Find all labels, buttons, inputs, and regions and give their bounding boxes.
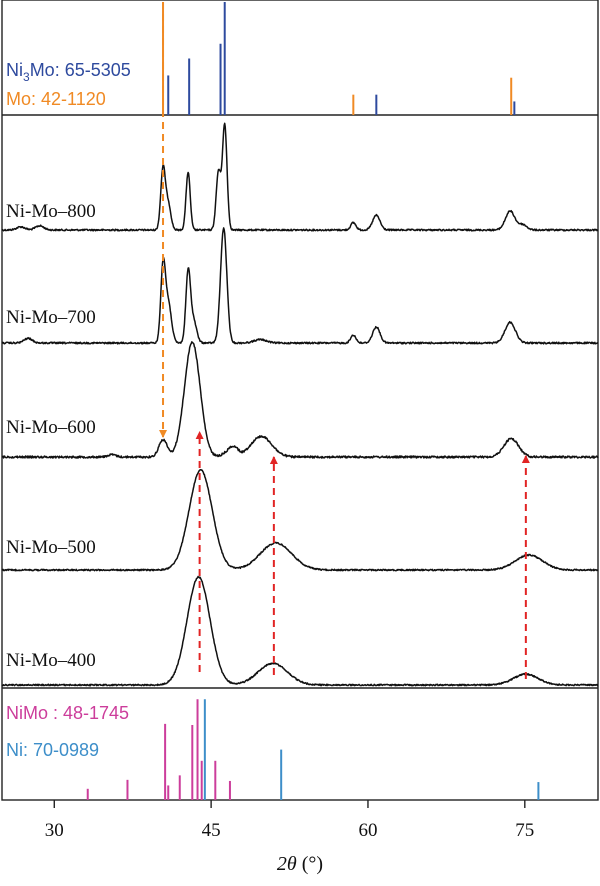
series-label-400: Ni-Mo–400 (6, 650, 96, 671)
ref-label-ni: Ni: 70-0989 (6, 740, 99, 760)
ref-label-ni3mo-sub: 3 (23, 70, 30, 84)
x-axis-title-unit: (°) (302, 853, 323, 875)
x-tick-label-30: 30 (45, 820, 64, 841)
series-line-4 (1, 575, 599, 687)
ref-label-nimo: NiMo : 48-1745 (6, 703, 129, 723)
series-line-0 (1, 122, 599, 232)
series-label-500: Ni-Mo–500 (6, 537, 96, 558)
plot-frame (1, 0, 599, 801)
ref-label-ni3mo: Ni3Mo: 65-5305 (6, 60, 131, 84)
x-axis-ticks: 30 45 60 75 (45, 800, 534, 841)
x-axis-title: 2θ (°) (277, 853, 323, 875)
ref-label-mo: Mo: 42-1120 (6, 89, 106, 109)
series-line-1 (1, 227, 599, 345)
guide-arrowhead-1 (195, 431, 204, 439)
ref-label-ni3mo-rest: Mo: 65-5305 (30, 60, 131, 80)
guide-arrowhead-2 (269, 456, 278, 464)
diffraction-patterns (1, 122, 599, 687)
series-label-600: Ni-Mo–600 (6, 417, 96, 438)
ref-label-ni3mo-main: Ni (6, 60, 23, 80)
x-axis-title-symbol: 2θ (277, 853, 297, 875)
series-line-2 (1, 341, 599, 459)
reference-panel-top (162, 2, 516, 115)
series-label-700: Ni-Mo–700 (6, 307, 96, 328)
guide-arrowhead-3 (521, 455, 530, 463)
series-line-3 (1, 468, 599, 572)
x-tick-label-45: 45 (202, 820, 221, 841)
reference-panel-bottom (86, 699, 540, 800)
guide-arrows (159, 2, 530, 679)
x-tick-label-75: 75 (515, 820, 534, 841)
guide-arrowhead-0 (159, 430, 168, 438)
series-label-800: Ni-Mo–800 (6, 201, 96, 222)
x-tick-label-60: 60 (358, 820, 377, 841)
